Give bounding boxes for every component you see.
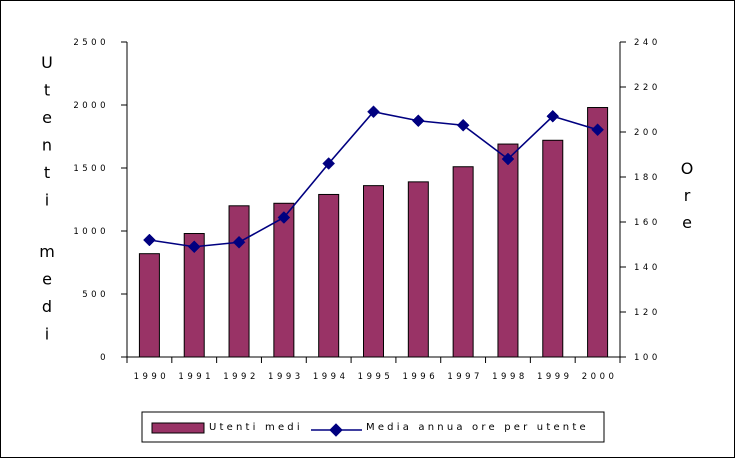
x-tick-label: 1998 xyxy=(492,372,528,382)
right-tick-label: 120 xyxy=(634,308,661,318)
x-tick-label: 1997 xyxy=(447,372,483,382)
hours-point-1996 xyxy=(411,114,425,128)
left-tick-label: 1000 xyxy=(73,227,109,237)
bar-1995 xyxy=(363,185,384,358)
right-tick-label: 100 xyxy=(634,353,661,363)
right-tick-label: 160 xyxy=(634,218,661,228)
bar-1996 xyxy=(407,181,429,358)
right-tick-label: 220 xyxy=(634,83,661,93)
bar-1993 xyxy=(273,202,295,358)
x-tick-label: 2000 xyxy=(582,372,618,382)
hours-point-1994 xyxy=(322,157,336,170)
bar-1997 xyxy=(452,166,474,358)
hours-point-1993 xyxy=(277,211,291,224)
hours-point-1991 xyxy=(187,240,201,254)
legend-label-bars: Utenti medi xyxy=(209,422,303,433)
x-tick-label: 1996 xyxy=(402,372,438,382)
left-tick-label: 2000 xyxy=(73,101,109,111)
legend-swatch-bars xyxy=(151,422,205,434)
left-tick-label: 0 xyxy=(100,353,109,363)
hours-point-1992 xyxy=(232,235,246,249)
right-tick-label: 140 xyxy=(634,263,661,273)
x-tick-label: 1995 xyxy=(358,372,394,382)
x-tick-label: 1993 xyxy=(268,372,304,382)
hours-point-1990 xyxy=(143,233,156,247)
x-tick-label: 1990 xyxy=(134,372,170,382)
bar-1992 xyxy=(228,205,250,358)
bar-1994 xyxy=(318,193,340,358)
left-tick-label: 2500 xyxy=(73,38,109,48)
hours-point-1998 xyxy=(501,152,515,166)
hours-point-1999 xyxy=(546,109,560,123)
hours-point-1997 xyxy=(456,118,470,132)
hours-point-1995 xyxy=(367,105,380,119)
hours-point-2000 xyxy=(591,123,604,137)
x-tick-label: 1999 xyxy=(537,372,573,382)
x-tick-label: 1994 xyxy=(313,372,349,382)
legend-swatch-marker xyxy=(329,423,343,437)
right-tick-label: 180 xyxy=(634,173,661,183)
bar-1999 xyxy=(542,139,564,358)
right-tick-label: 200 xyxy=(634,128,661,138)
bar-2000 xyxy=(587,107,609,358)
legend-box xyxy=(141,411,605,443)
bar-1998 xyxy=(497,143,519,358)
x-tick-label: 1991 xyxy=(178,372,214,382)
legend-label-line: Media annua ore per utente xyxy=(366,422,589,433)
x-tick-label: 1992 xyxy=(223,372,259,382)
bar-1990 xyxy=(138,253,160,358)
left-tick-label: 1500 xyxy=(73,164,109,174)
bar-1991 xyxy=(183,233,205,358)
right-tick-label: 240 xyxy=(634,38,661,48)
left-tick-label: 500 xyxy=(82,290,109,300)
